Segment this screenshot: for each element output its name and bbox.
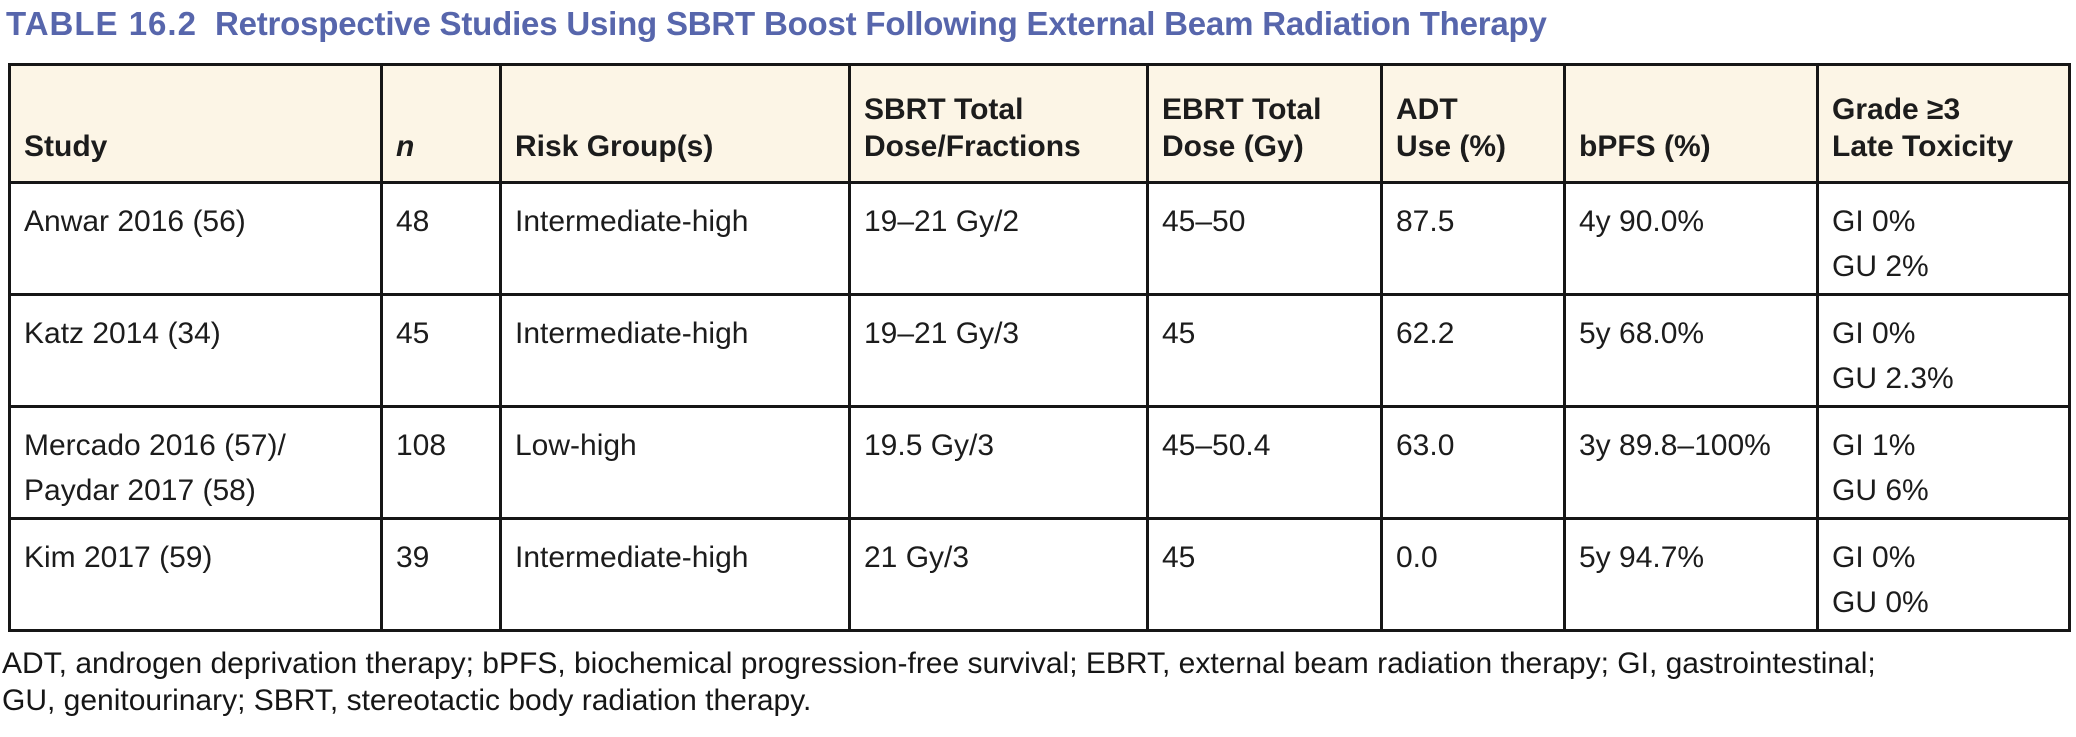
cell-bpfs: 4y 90.0% — [1563, 181, 1819, 296]
table-row-kim-2017: Kim 2017 (59) 39 Intermediate-high 21 Gy… — [8, 517, 2071, 632]
cell-adt-use: 87.5 — [1380, 181, 1566, 296]
column-header-risk-groups: Risk Group(s) — [499, 63, 851, 184]
table-caption: TABLE 16.2 Retrospective Studies Using SB… — [6, 2, 2076, 48]
footnote: ADT, androgen deprivation therapy; bPFS,… — [2, 645, 2076, 719]
cell-bpfs: 5y 68.0% — [1563, 293, 1819, 408]
cell-ebrt-dose: 45 — [1146, 293, 1383, 408]
table-row-mercado-paydar: Mercado 2016 (57)/ Paydar 2017 (58) 108 … — [8, 405, 2071, 520]
cell-adt-use: 62.2 — [1380, 293, 1566, 408]
cell-n: 45 — [380, 293, 502, 408]
cell-risk-group: Intermediate-high — [499, 181, 851, 296]
column-header-study: Study — [8, 63, 383, 184]
cell-ebrt-dose: 45–50 — [1146, 181, 1383, 296]
column-header-ebrt-dose: EBRT Total Dose (Gy) — [1146, 63, 1383, 184]
cell-n: 48 — [380, 181, 502, 296]
cell-sbrt-dose: 19–21 Gy/3 — [848, 293, 1149, 408]
cell-risk-group: Intermediate-high — [499, 517, 851, 632]
table-row-katz-2014: Katz 2014 (34) 45 Intermediate-high 19–2… — [8, 293, 2071, 408]
table-row-anwar-2016: Anwar 2016 (56) 48 Intermediate-high 19–… — [8, 181, 2071, 296]
column-header-adt-use: ADT Use (%) — [1380, 63, 1566, 184]
cell-late-toxicity: GI 0% GU 2% — [1816, 181, 2071, 296]
table-title: Retrospective Studies Using SBRT Boost F… — [214, 5, 1547, 42]
cell-sbrt-dose: 21 Gy/3 — [848, 517, 1149, 632]
header-row: Study n Risk Group(s) SBRT Total Dose/Fr… — [8, 63, 2071, 184]
cell-late-toxicity: GI 1% GU 6% — [1816, 405, 2071, 520]
cell-ebrt-dose: 45–50.4 — [1146, 405, 1383, 520]
cell-bpfs: 5y 94.7% — [1563, 517, 1819, 632]
cell-adt-use: 0.0 — [1380, 517, 1566, 632]
studies-table: Study n Risk Group(s) SBRT Total Dose/Fr… — [8, 63, 2071, 632]
footnote-line-1: ADT, androgen deprivation therapy; bPFS,… — [2, 647, 1876, 680]
cell-n: 39 — [380, 517, 502, 632]
cell-ebrt-dose: 45 — [1146, 517, 1383, 632]
cell-late-toxicity: GI 0% GU 2.3% — [1816, 293, 2071, 408]
cell-risk-group: Low-high — [499, 405, 851, 520]
column-header-bpfs: bPFS (%) — [1563, 63, 1819, 184]
column-header-late-toxicity: Grade ≥3 Late Toxicity — [1816, 63, 2071, 184]
cell-study: Kim 2017 (59) — [8, 517, 383, 632]
cell-adt-use: 63.0 — [1380, 405, 1566, 520]
cell-study: Mercado 2016 (57)/ Paydar 2017 (58) — [8, 405, 383, 520]
cell-late-toxicity: GI 0% GU 0% — [1816, 517, 2071, 632]
cell-sbrt-dose: 19–21 Gy/2 — [848, 181, 1149, 296]
cell-n: 108 — [380, 405, 502, 520]
column-header-sbrt-dose: SBRT Total Dose/Fractions — [848, 63, 1149, 184]
table-number: TABLE 16.2 — [6, 5, 197, 42]
column-header-n: n — [380, 63, 502, 184]
cell-sbrt-dose: 19.5 Gy/3 — [848, 405, 1149, 520]
cell-study: Katz 2014 (34) — [8, 293, 383, 408]
cell-risk-group: Intermediate-high — [499, 293, 851, 408]
cell-bpfs: 3y 89.8–100% — [1563, 405, 1819, 520]
cell-study: Anwar 2016 (56) — [8, 181, 383, 296]
footnote-line-2: GU, genitourinary; SBRT, stereotactic bo… — [2, 684, 812, 717]
